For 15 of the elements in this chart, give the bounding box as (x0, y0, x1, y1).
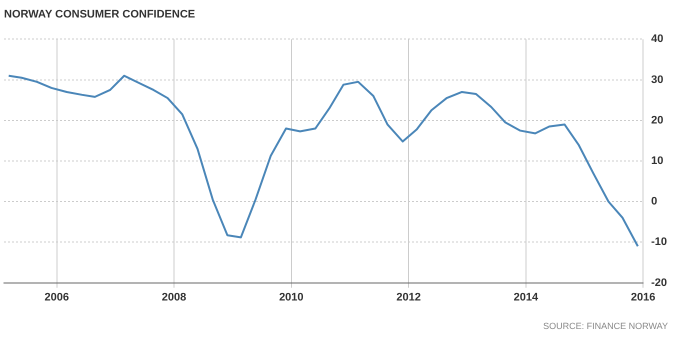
source-note: SOURCE: FINANCE NORWAY (543, 321, 668, 331)
x-tick-label: 2012 (396, 291, 421, 304)
x-tick-label: 2010 (279, 291, 304, 304)
y-tick-label: 20 (651, 114, 664, 126)
x-tick-label: 2014 (514, 291, 539, 304)
y-tick-label: 0 (651, 196, 658, 208)
x-tick-label: 2016 (630, 291, 656, 304)
y-tick-label: 30 (651, 74, 664, 86)
y-tick-label: 40 (651, 33, 664, 46)
y-tick-label: -10 (651, 236, 668, 248)
x-tick-label: 2008 (162, 291, 186, 304)
y-tick-label: -20 (651, 276, 668, 289)
y-tick-label: 10 (651, 155, 664, 168)
chart-title: NORWAY CONSUMER CONFIDENCE (4, 8, 196, 21)
x-tick-label: 2006 (44, 291, 70, 304)
